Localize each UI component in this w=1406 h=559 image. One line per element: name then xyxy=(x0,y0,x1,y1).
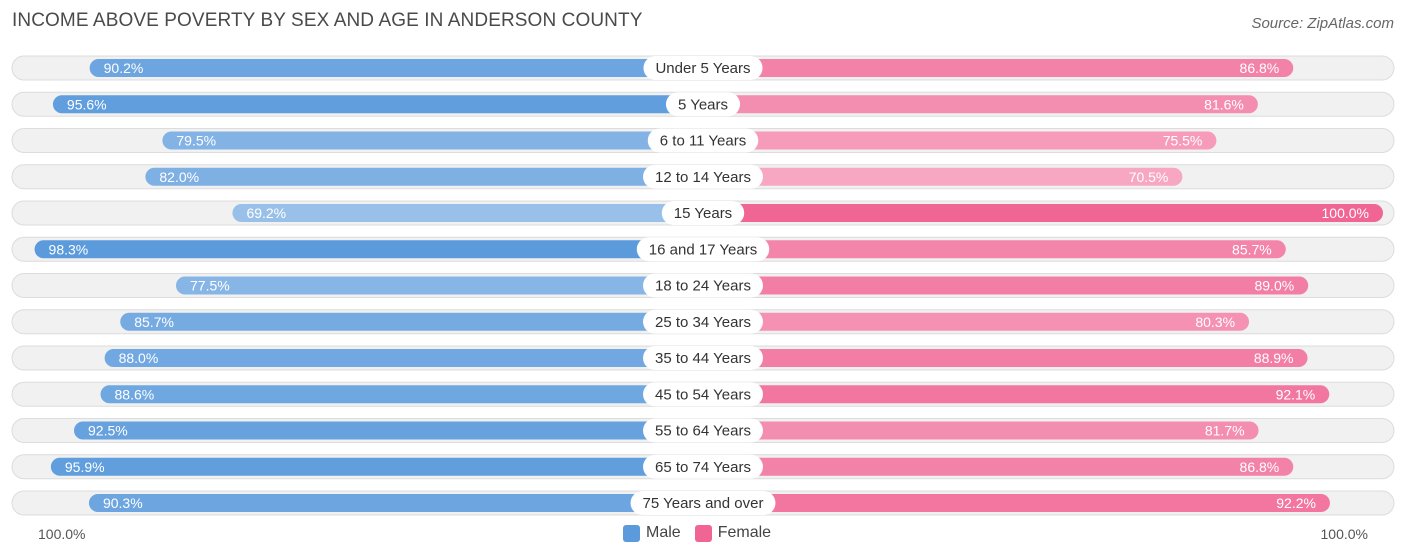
chart-source: Source: ZipAtlas.com xyxy=(1251,15,1394,32)
category-label: 16 and 17 Years xyxy=(649,241,757,258)
male-bar xyxy=(104,349,704,367)
female-value-label: 81.7% xyxy=(1205,423,1245,439)
female-value-label: 100.0% xyxy=(1322,205,1369,221)
female-value-label: 92.1% xyxy=(1276,386,1316,402)
female-value-label: 92.2% xyxy=(1276,495,1316,511)
axis-left-label: 100.0% xyxy=(38,526,86,542)
female-bar xyxy=(703,95,1258,114)
female-bar xyxy=(703,457,1294,476)
female-bar xyxy=(703,204,1383,222)
category-label: 35 to 44 Years xyxy=(655,350,751,367)
male-bar xyxy=(100,385,703,404)
male-value-label: 95.6% xyxy=(67,96,107,112)
male-value-label: 69.2% xyxy=(246,205,286,221)
legend-item-female: Female xyxy=(694,524,772,542)
category-pill xyxy=(643,56,763,80)
category-pill xyxy=(647,128,759,153)
category-label: 18 to 24 Years xyxy=(655,278,751,295)
male-value-label: 92.5% xyxy=(88,423,128,439)
female-value-label: 80.3% xyxy=(1195,314,1235,330)
category-label: 15 Years xyxy=(674,205,732,222)
male-bar xyxy=(74,421,703,440)
male-value-label: 88.0% xyxy=(119,350,159,366)
category-label: 75 Years and over xyxy=(643,495,764,512)
legend-swatch-female xyxy=(694,524,712,542)
female-value-label: 75.5% xyxy=(1163,133,1203,149)
male-value-label: 90.3% xyxy=(103,495,143,511)
male-bar xyxy=(89,59,703,77)
female-bar xyxy=(703,131,1217,150)
female-bar xyxy=(703,167,1183,186)
legend-label-female: Female xyxy=(717,524,772,541)
male-value-label: 85.7% xyxy=(134,314,174,330)
legend-swatch-male xyxy=(623,524,640,542)
male-bar xyxy=(88,494,703,512)
male-value-label: 98.3% xyxy=(49,241,89,257)
category-pill xyxy=(643,273,763,298)
category-label: 55 to 64 Years xyxy=(655,423,751,440)
male-value-label: 95.9% xyxy=(65,459,105,475)
male-bar xyxy=(52,95,704,114)
female-bar xyxy=(703,240,1286,259)
female-value-label: 88.9% xyxy=(1254,350,1294,366)
category-label: 45 to 54 Years xyxy=(655,386,751,403)
male-value-label: 77.5% xyxy=(190,278,230,294)
male-bar xyxy=(162,131,703,150)
category-label: 6 to 11 Years xyxy=(660,133,746,150)
category-pill xyxy=(643,382,763,407)
category-label: 12 to 14 Years xyxy=(655,169,751,186)
female-value-label: 85.7% xyxy=(1232,241,1272,257)
category-pill xyxy=(630,491,776,515)
category-pill xyxy=(643,164,763,189)
female-value-label: 89.0% xyxy=(1254,278,1294,294)
female-bar xyxy=(703,385,1330,404)
legend-item-male: Male xyxy=(623,524,681,542)
female-bar xyxy=(703,494,1330,512)
female-bar xyxy=(703,312,1250,331)
category-pill xyxy=(643,346,763,370)
category-label: 65 to 74 Years xyxy=(655,459,751,476)
axis-right-label: 100.0% xyxy=(1320,526,1368,542)
male-bar xyxy=(232,204,703,222)
male-value-label: 79.5% xyxy=(176,133,216,149)
female-bar xyxy=(703,276,1309,295)
male-bar xyxy=(145,167,703,186)
male-bar xyxy=(34,240,704,259)
male-bar xyxy=(50,457,703,476)
female-value-label: 86.8% xyxy=(1240,459,1280,475)
female-value-label: 81.6% xyxy=(1204,96,1244,112)
male-value-label: 88.6% xyxy=(115,386,155,402)
category-pill xyxy=(643,309,763,334)
male-value-label: 82.0% xyxy=(159,169,199,185)
category-label: Under 5 Years xyxy=(655,60,750,77)
male-bar xyxy=(176,276,703,295)
legend: Male Female xyxy=(623,524,785,542)
male-value-label: 90.2% xyxy=(104,60,144,76)
female-bar xyxy=(703,421,1259,440)
category-pill xyxy=(643,454,763,479)
category-label: 25 to 34 Years xyxy=(655,314,751,331)
category-pill xyxy=(665,92,741,117)
category-pill xyxy=(636,237,770,262)
male-bar xyxy=(120,312,704,331)
female-bar xyxy=(703,349,1308,367)
category-pill xyxy=(661,201,745,225)
legend-label-male: Male xyxy=(646,524,681,541)
female-bar xyxy=(703,59,1294,77)
female-value-label: 86.8% xyxy=(1240,60,1280,76)
category-label: 5 Years xyxy=(678,96,728,113)
category-pill xyxy=(643,418,763,443)
female-value-label: 70.5% xyxy=(1129,169,1169,185)
chart-title: INCOME ABOVE POVERTY BY SEX AND AGE IN A… xyxy=(12,10,643,31)
